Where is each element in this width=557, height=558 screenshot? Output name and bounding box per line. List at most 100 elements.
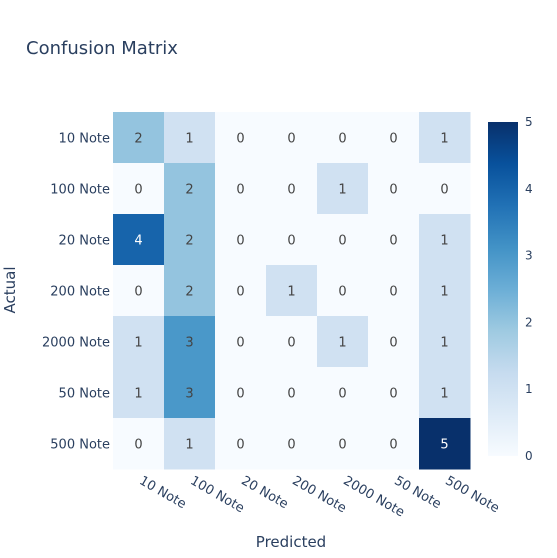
heatmap-cell (113, 265, 165, 317)
cell-value-label: 0 (338, 285, 346, 300)
heatmap-cell (266, 418, 318, 470)
cell-value-label: 0 (287, 132, 295, 147)
x-tick-label: 200 Note (290, 473, 349, 516)
heatmap-cell (317, 214, 369, 266)
colorbar-tick-label: 3 (525, 249, 533, 263)
heatmap-cell-labels: 2 1 0 0 0 0 1 0 2 0 0 1 0 0 4 2 0 0 0 0 1 0 2 0 1 0 0 1 1 3 0 0 1 0 1 1 3 0 0 0… (134, 132, 448, 453)
heatmap-cell (215, 112, 267, 164)
y-tick-label: 20 Note (59, 234, 110, 249)
cell-value-label: 2 (185, 183, 193, 198)
x-axis-title: Predicted (256, 533, 326, 551)
heatmap-cell (215, 367, 267, 419)
cell-value-label: 0 (389, 438, 397, 453)
heatmap-cell (419, 214, 471, 266)
cell-value-label: 0 (134, 183, 142, 198)
cell-value-label: 0 (236, 438, 244, 453)
colorbar-tick-label: 0 (525, 449, 533, 463)
heatmap-cell (317, 418, 369, 470)
cell-value-label: 0 (287, 438, 295, 453)
cell-value-label: 0 (287, 387, 295, 402)
cell-value-label: 1 (440, 336, 448, 351)
heatmap-cell (266, 265, 318, 317)
colorbar-tick-label: 4 (525, 182, 533, 196)
heatmap-cell (368, 418, 420, 470)
cell-value-label: 1 (287, 285, 295, 300)
heatmap-cell (215, 316, 267, 368)
heatmap-cell (317, 112, 369, 164)
cell-value-label: 1 (134, 387, 142, 402)
cell-value-label: 1 (185, 132, 193, 147)
y-axis-title: Actual (1, 267, 19, 314)
chart-title: Confusion Matrix (26, 38, 178, 59)
cell-value-label: 0 (389, 336, 397, 351)
heatmap-cell (215, 418, 267, 470)
heatmap-cell (266, 367, 318, 419)
heatmap-cell (368, 367, 420, 419)
cell-value-label: 0 (236, 336, 244, 351)
cell-value-label: 0 (236, 183, 244, 198)
heatmap-cell (317, 265, 369, 317)
cell-value-label: 2 (185, 285, 193, 300)
heatmap-cell (164, 163, 216, 215)
cell-value-label: 0 (236, 234, 244, 249)
cell-value-label: 1 (440, 234, 448, 249)
heatmap-cell (164, 418, 216, 470)
heatmap-cell (215, 265, 267, 317)
cell-value-label: 0 (389, 285, 397, 300)
x-tick-label: 10 Note (137, 473, 189, 512)
cell-value-label: 0 (338, 234, 346, 249)
heatmap-cell (215, 163, 267, 215)
heatmap-cell (113, 418, 165, 470)
cell-value-label: 0 (287, 336, 295, 351)
heatmap-cell (266, 316, 318, 368)
heatmap-cell (317, 163, 369, 215)
heatmap-cell (266, 214, 318, 266)
heatmap-cell (419, 316, 471, 368)
cell-value-label: 0 (389, 387, 397, 402)
cell-value-label: 0 (236, 387, 244, 402)
heatmap-cell (113, 163, 165, 215)
y-tick-label: 200 Note (50, 285, 110, 300)
cell-value-label: 1 (134, 336, 142, 351)
cell-value-label: 5 (440, 438, 448, 453)
cell-value-label: 0 (236, 132, 244, 147)
cell-value-label: 1 (338, 336, 346, 351)
colorbar-tick-label: 1 (525, 382, 533, 396)
heatmap-cell (419, 367, 471, 419)
x-tick-label: 100 Note (188, 473, 247, 516)
y-tick-label: 50 Note (59, 387, 110, 402)
heatmap-cell (419, 112, 471, 164)
heatmap-cell (368, 214, 420, 266)
y-axis-ticks: 10 Note 100 Note 20 Note 200 Note 2000 Note 5… (42, 132, 110, 453)
heatmap-cell (113, 367, 165, 419)
cell-value-label: 0 (134, 438, 142, 453)
heatmap-cell (164, 214, 216, 266)
heatmap-cell (266, 112, 318, 164)
x-tick-label: 20 Note (239, 473, 291, 512)
heatmap-cell (164, 265, 216, 317)
cell-value-label: 0 (287, 234, 295, 249)
heatmap-cell (368, 163, 420, 215)
heatmap-cell (164, 112, 216, 164)
heatmap-cell (164, 367, 216, 419)
cell-value-label: 1 (185, 438, 193, 453)
y-tick-label: 100 Note (50, 183, 110, 198)
heatmap-cell (215, 214, 267, 266)
heatmap-cells (113, 112, 471, 470)
cell-value-label: 0 (287, 183, 295, 198)
heatmap-cell (266, 163, 318, 215)
y-tick-label: 10 Note (59, 132, 110, 147)
x-tick-label: 500 Note (443, 473, 502, 516)
heatmap-cell (113, 316, 165, 368)
colorbar (488, 122, 518, 456)
heatmap-cell (113, 112, 165, 164)
heatmap-cell (317, 316, 369, 368)
colorbar-tick-label: 2 (525, 315, 533, 329)
cell-value-label: 0 (389, 183, 397, 198)
y-tick-label: 2000 Note (42, 336, 110, 351)
heatmap-cell (368, 265, 420, 317)
heatmap-cell (368, 316, 420, 368)
heatmap-cell (368, 112, 420, 164)
